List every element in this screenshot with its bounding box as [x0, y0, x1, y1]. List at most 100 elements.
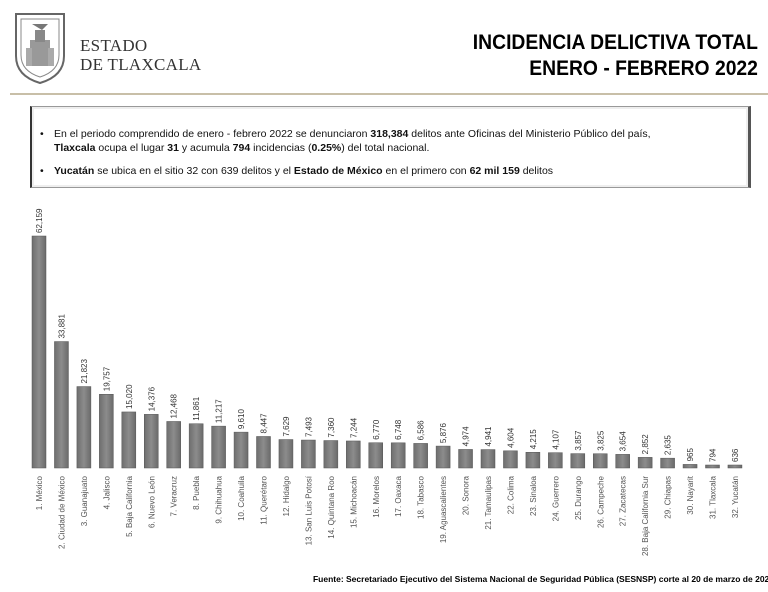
data-label: 11,861	[192, 396, 201, 420]
bar	[503, 450, 518, 469]
bar	[301, 439, 316, 469]
bar	[233, 431, 249, 469]
text: delitos	[519, 165, 554, 177]
data-label: 19,757	[102, 366, 111, 391]
data-label: 794	[709, 448, 718, 462]
data-label: 4,215	[529, 429, 538, 450]
text: incidencias (	[250, 142, 312, 154]
category-label: 5. Baja California	[125, 475, 134, 536]
data-label: 3,857	[574, 430, 583, 451]
page-title: INCIDENCIA DELICTIVA TOTAL ENERO - FEBRE…	[473, 30, 758, 82]
title-line1: INCIDENCIA DELICTIVA TOTAL	[472, 31, 758, 54]
category-label: 27. Zacatecas	[619, 476, 628, 526]
data-label: 33,881	[57, 314, 66, 339]
bar	[121, 411, 137, 469]
category-label: 24. Guerrero	[551, 475, 560, 521]
data-label: 9,610	[237, 409, 246, 430]
category-label: 18. Tabasco	[417, 475, 426, 519]
category-label: 9. Chihuahua	[215, 475, 224, 523]
bar	[54, 341, 69, 469]
bar	[480, 449, 496, 469]
text: En el periodo comprendido de enero - feb…	[54, 128, 371, 140]
summary-bullet-1: • En el periodo comprendido de enero - f…	[40, 128, 651, 154]
text: ) del total nacional.	[341, 142, 430, 154]
logo-text: ESTADO DE TLAXCALA	[80, 36, 202, 74]
bar	[525, 452, 541, 469]
data-label: 7,244	[349, 417, 358, 438]
bar	[368, 442, 383, 469]
state-name: Tlaxcala	[54, 142, 96, 154]
data-label: 7,360	[327, 417, 336, 438]
category-label: 15. Michoacán	[349, 476, 358, 528]
data-label: 3,654	[619, 431, 628, 452]
title-line2: ENERO - FEBRERO 2022	[529, 57, 758, 80]
bar	[188, 423, 204, 469]
category-label: 1. México	[35, 475, 44, 510]
data-label: 62,159	[35, 208, 44, 233]
category-label: 16. Morelos	[372, 476, 381, 518]
tlaxcala-coat-of-arms-logo	[15, 13, 65, 85]
percent: 0.25%	[311, 142, 342, 154]
data-label: 14,376	[147, 386, 156, 411]
bar	[637, 457, 653, 469]
bar	[256, 436, 271, 469]
bar	[144, 414, 159, 469]
category-label: 13. San Luis Potosí	[304, 475, 313, 545]
category-label: 4. Jalisco	[102, 475, 111, 509]
bar	[458, 449, 473, 469]
bar	[346, 440, 361, 469]
bar	[99, 394, 114, 469]
data-label: 8,447	[260, 413, 269, 434]
data-label: 6,748	[394, 419, 403, 440]
bar	[390, 442, 406, 469]
count: 794	[232, 142, 251, 154]
data-label: 6,586	[417, 420, 426, 441]
category-label: 12. Hidalgo	[282, 475, 291, 516]
data-label: 4,941	[484, 426, 493, 447]
bar	[76, 386, 92, 469]
data-label: 12,468	[170, 393, 179, 418]
category-label: 21. Tamaulipas	[484, 476, 493, 530]
data-label: 3,825	[596, 430, 605, 451]
data-label: 636	[731, 448, 740, 462]
bar	[435, 445, 451, 469]
source-note: Fuente: Secretariado Ejecutivo del Siste…	[312, 574, 768, 584]
category-label: 2. Ciudad de México	[57, 475, 66, 548]
category-label: 3. Guanajuato	[80, 475, 89, 526]
category-label: 10. Coahuila	[237, 475, 246, 520]
bar	[615, 454, 630, 469]
data-label: 5,876	[439, 422, 448, 443]
bar	[31, 235, 47, 469]
state-name: Estado de México	[293, 165, 383, 177]
rank: 31	[167, 142, 179, 154]
bar	[548, 452, 563, 469]
data-label: 965	[686, 447, 695, 461]
total-count: 318,384	[370, 128, 409, 140]
category-label: 30. Nayarit	[686, 475, 695, 514]
category-label: 29. Chiapas	[664, 476, 673, 519]
logo-text-line2: DE TLAXCALA	[80, 55, 202, 74]
data-label: 21,823	[80, 359, 89, 384]
category-label: 26. Campeche	[596, 475, 605, 528]
category-label: 25. Durango	[574, 475, 583, 520]
category-label: 19. Aguascalientes	[439, 476, 448, 543]
data-label: 7,493	[304, 416, 313, 437]
summary-bullet-2: • Yucatán se ubica en el sitio 32 con 63…	[40, 165, 554, 177]
bar	[727, 464, 743, 469]
data-label: 2,635	[664, 435, 673, 456]
bar	[166, 421, 181, 469]
text: delitos ante Oficinas del Ministerio Púb…	[408, 128, 651, 140]
data-label: 4,107	[551, 429, 560, 450]
data-label: 7,629	[282, 416, 291, 437]
text: ocupa el lugar	[95, 142, 168, 154]
bar	[413, 443, 428, 469]
category-label: 23. Sinaloa	[529, 475, 538, 516]
category-label: 8. Puebla	[192, 475, 201, 509]
logo-text-line1: ESTADO	[80, 36, 148, 55]
category-label: 20. Sonora	[462, 475, 471, 515]
data-label: 15,020	[125, 384, 134, 409]
data-label: 4,604	[506, 427, 515, 448]
bar	[323, 440, 339, 469]
bar	[278, 439, 294, 469]
